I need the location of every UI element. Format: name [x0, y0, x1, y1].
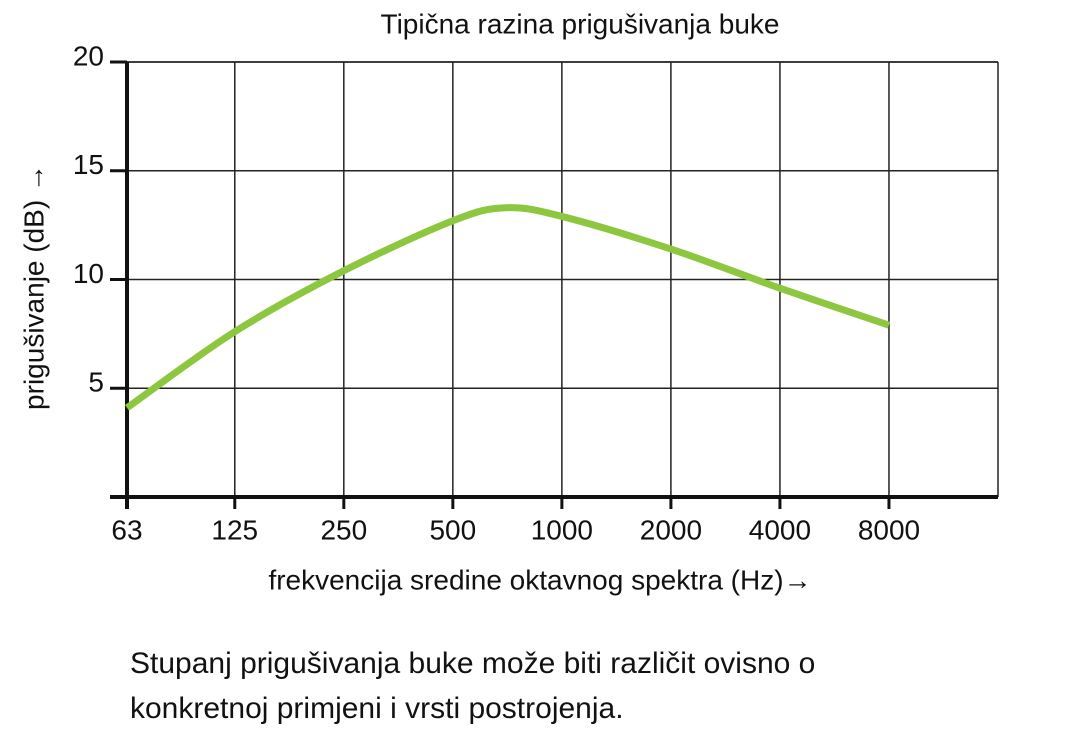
x-tick-label: 63 [111, 514, 142, 545]
x-axis-label: frekvencija sredine oktavnog spektra (Hz… [268, 564, 811, 595]
y-tick-label: 10 [73, 258, 104, 289]
x-tick-label: 500 [429, 514, 476, 545]
note-line: konkretnoj primjeni i vrsti postrojenja. [130, 692, 624, 725]
y-tick-label: 15 [73, 149, 104, 180]
x-tick-label: 1000 [531, 514, 593, 545]
x-tick-label: 250 [320, 514, 367, 545]
y-axis-label: prigušivanje (dB) → [18, 164, 49, 410]
x-tick-label: 4000 [749, 514, 811, 545]
x-tick-label: 2000 [640, 514, 702, 545]
y-tick-label: 20 [73, 40, 104, 71]
chart-title: Tipična razina prigušivanja buke [381, 8, 780, 39]
x-tick-label: 125 [211, 514, 258, 545]
note-line: Stupanj prigušivanja buke može biti razl… [130, 647, 815, 680]
y-tick-label: 5 [88, 367, 104, 398]
x-tick-label: 8000 [858, 514, 920, 545]
data-line [124, 204, 891, 411]
